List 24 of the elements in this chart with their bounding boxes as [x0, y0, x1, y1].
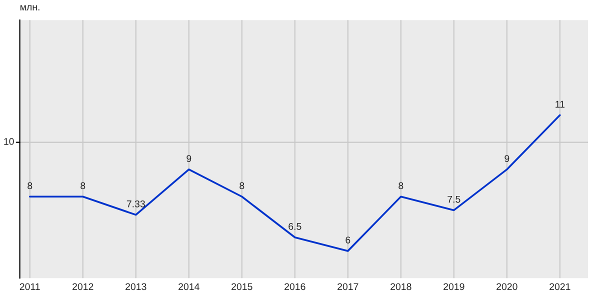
data-label: 7.5 — [448, 196, 460, 203]
data-label: 6.5 — [288, 223, 302, 230]
data-label: 8 — [80, 182, 86, 190]
data-label: 9 — [504, 155, 510, 162]
ref-line-label: 10 — [4, 138, 14, 145]
data-label: 8 — [28, 182, 32, 190]
x-tick-label: 2011 — [20, 283, 40, 290]
x-tick-label: 2017 — [338, 283, 358, 290]
x-tick-label: 2018 — [390, 283, 412, 290]
x-tick-label: 2019 — [444, 283, 464, 290]
data-label: 6 — [346, 236, 350, 244]
x-tick-label: 2020 — [496, 283, 518, 290]
x-tick-label: 2013 — [126, 283, 146, 290]
data-label: 11 — [556, 100, 564, 108]
x-tick-label: 2015 — [232, 283, 252, 290]
data-label: 8 — [398, 182, 404, 190]
y-axis-title: млн. — [20, 5, 40, 10]
x-tick-label: 2012 — [72, 283, 94, 290]
x-tick-label: 2016 — [284, 283, 306, 290]
data-label: 8 — [240, 182, 244, 190]
data-label: 9 — [186, 155, 192, 162]
x-tick-label: 2014 — [178, 283, 200, 290]
data-label: 7.33 — [126, 200, 145, 208]
x-tick-label: 2021 — [550, 283, 570, 290]
